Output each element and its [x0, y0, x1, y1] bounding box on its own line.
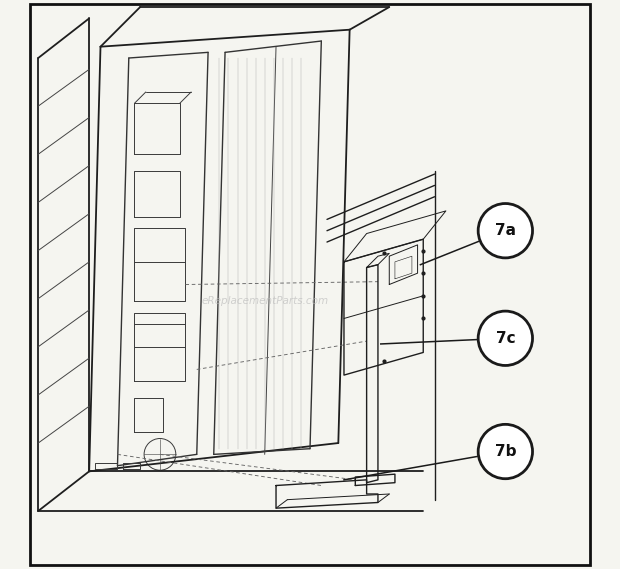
Text: 7a: 7a: [495, 223, 516, 238]
Circle shape: [478, 424, 533, 479]
Circle shape: [478, 311, 533, 365]
Text: 7b: 7b: [495, 444, 516, 459]
Text: 7c: 7c: [495, 331, 515, 346]
Circle shape: [478, 204, 533, 258]
Text: eReplacementParts.com: eReplacementParts.com: [201, 296, 328, 307]
